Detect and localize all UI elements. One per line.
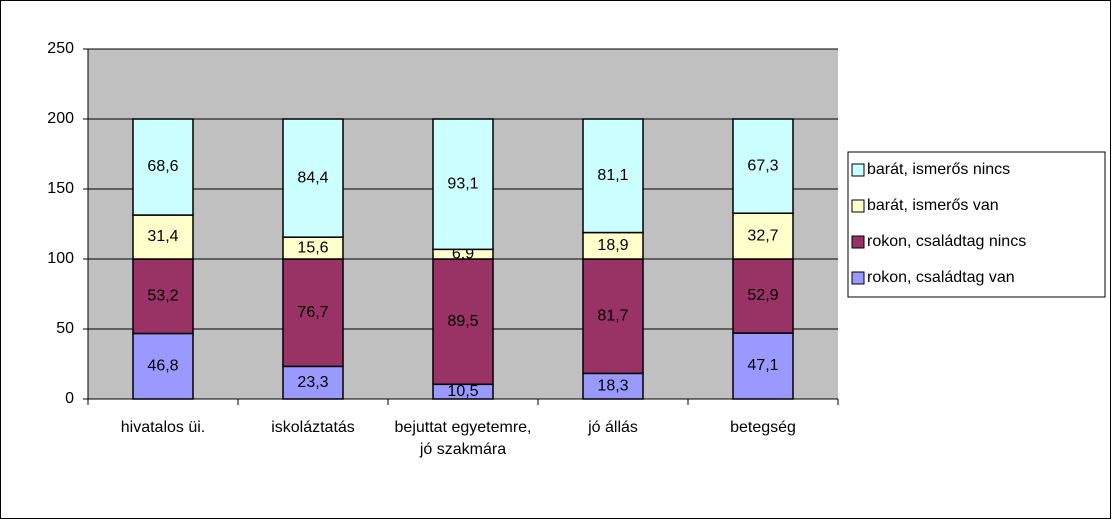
data-label: 89,5: [447, 313, 478, 330]
data-label: 15,6: [297, 239, 328, 256]
bar-segment: [432, 258, 494, 386]
data-label: 46,8: [147, 357, 178, 374]
bar-segment: [732, 118, 794, 214]
data-label: 23,3: [297, 374, 328, 391]
bar-segment: [282, 258, 344, 368]
data-label: 31,4: [147, 228, 178, 245]
data-label: 32,7: [747, 227, 778, 244]
legend-label: rokon, családtag nincs: [867, 233, 1026, 250]
bar-segment: [132, 332, 194, 400]
legend-swatch: [851, 271, 865, 285]
y-tick-label: 200: [47, 110, 74, 127]
legend-swatch: [851, 235, 865, 249]
legend-swatch: [851, 163, 865, 177]
data-label: 93,1: [447, 175, 478, 192]
x-tick-label: bejuttat egyetemre, jó szakmára: [394, 419, 532, 458]
bar-segment: [132, 258, 194, 335]
data-label: 10,5: [447, 383, 478, 400]
bar-segment: [582, 118, 644, 234]
data-label: 67,3: [747, 157, 778, 174]
x-tick-label: iskoláztatás: [271, 419, 355, 436]
data-label: 81,1: [597, 167, 628, 184]
legend-swatch: [851, 199, 865, 213]
data-label: 18,9: [597, 237, 628, 254]
y-tick-label: 100: [47, 250, 74, 267]
bar-segment: [732, 258, 794, 334]
data-label: 76,7: [297, 304, 328, 321]
y-tick-label: 150: [47, 180, 74, 197]
data-label: 81,7: [597, 307, 628, 324]
x-tick-label: hivatalos üi.: [120, 419, 206, 436]
bar-segment: [132, 214, 194, 260]
bar-segment: [282, 365, 344, 400]
data-label: 53,2: [147, 287, 178, 304]
data-label: 84,4: [297, 169, 328, 186]
x-tick-label: jó állás: [588, 419, 638, 436]
data-label: 52,9: [747, 287, 778, 304]
y-tick-label: 0: [65, 390, 74, 407]
bar-segment: [582, 258, 644, 375]
x-tick-label: betegség: [730, 419, 796, 436]
legend-label: barát, ismerős nincs: [867, 161, 1010, 178]
bar-segment: [282, 118, 344, 238]
bar-segment: [732, 212, 794, 260]
bar-segment: [732, 332, 794, 400]
bar-segment: [132, 118, 194, 216]
y-tick-label: 250: [47, 40, 74, 57]
bar-segment: [432, 118, 494, 251]
data-label: 68,6: [147, 158, 178, 175]
bar-segment: [582, 372, 644, 400]
legend-box: [847, 151, 1106, 298]
y-tick-label: 50: [56, 320, 74, 337]
data-label: 18,3: [597, 377, 628, 394]
legend-label: rokon, családtag van: [867, 269, 1015, 286]
data-label: 47,1: [747, 357, 778, 374]
legend-label: barát, ismerős van: [867, 197, 999, 214]
